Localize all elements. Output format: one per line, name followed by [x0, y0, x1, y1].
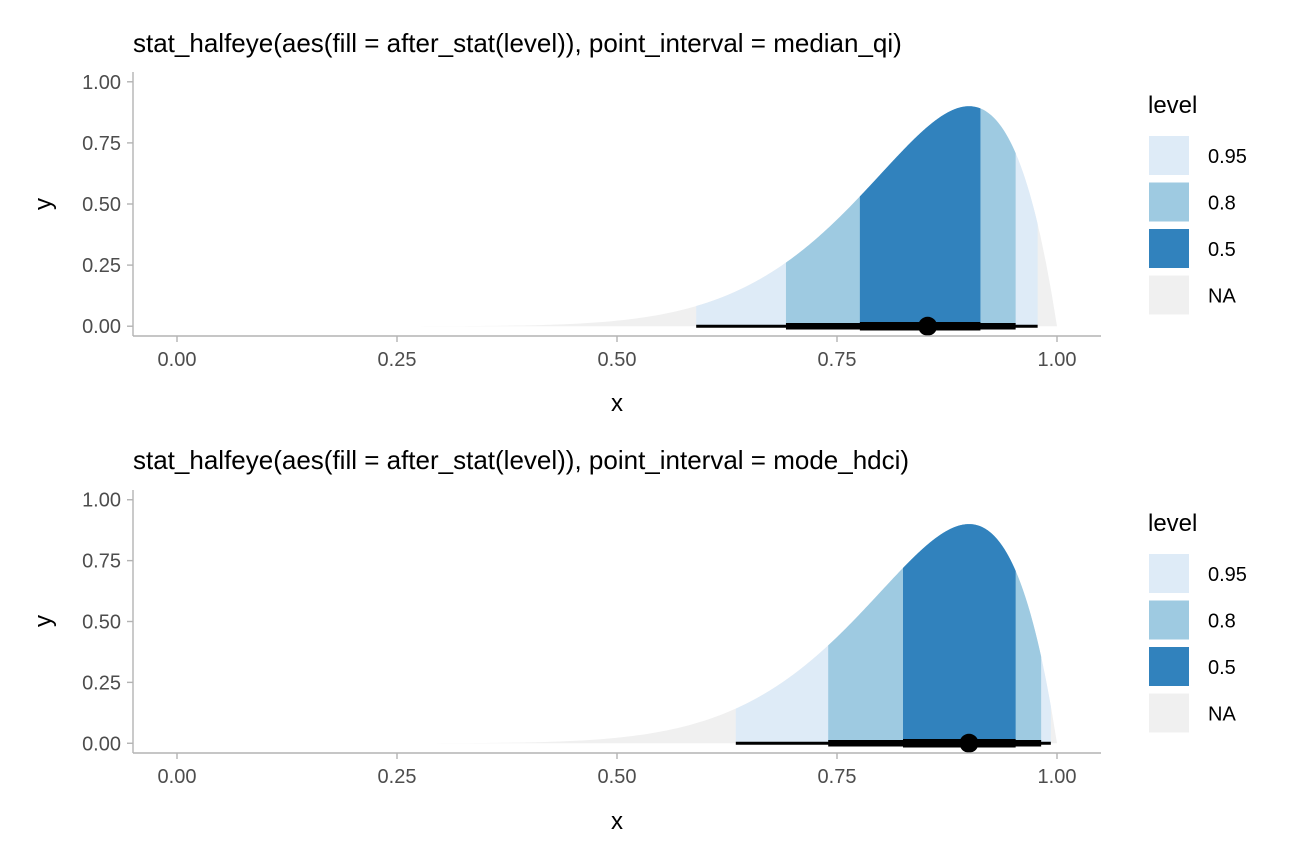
x-axis-ticks: 0.00 0.25 0.50 0.75 1.00: [158, 753, 1077, 788]
y-tick-label: 0.75: [82, 133, 121, 155]
legend-key: [1149, 182, 1189, 222]
point-mode: [959, 733, 979, 753]
legend-label: 0.5: [1208, 239, 1236, 261]
point-median: [918, 316, 938, 336]
x-tick-label: 0.75: [818, 349, 857, 371]
plot-area: [177, 106, 1057, 336]
legend: level 0.95 0.8 0.5 NA: [1148, 510, 1247, 733]
x-tick-label: 0.00: [158, 766, 197, 788]
y-axis-ticks: 0.00 0.25 0.50 0.75 1.00: [82, 72, 133, 338]
density-band-0-5: [859, 106, 981, 327]
plot-area: [177, 524, 1057, 753]
legend-label: 0.5: [1208, 657, 1236, 679]
x-tick-label: 0.25: [378, 766, 417, 788]
legend-key: [1149, 136, 1189, 175]
legend-title: level: [1148, 92, 1197, 119]
legend-key: [1149, 229, 1189, 268]
y-axis-title: y: [30, 615, 57, 627]
x-axis-title: x: [611, 390, 623, 417]
y-tick-label: 0.75: [82, 551, 121, 573]
legend-label: 0.95: [1208, 564, 1247, 586]
legend-key: [1149, 554, 1189, 593]
legend-key: [1149, 693, 1189, 733]
y-tick-label: 1.00: [82, 72, 121, 94]
legend-title: level: [1148, 510, 1197, 537]
y-tick-label: 0.50: [82, 612, 121, 634]
chart-panel-median-qi: stat_halfeye(aes(fill = after_stat(level…: [30, 28, 1247, 417]
legend-label: 0.8: [1208, 611, 1236, 633]
chart-title: stat_halfeye(aes(fill = after_stat(level…: [133, 28, 902, 58]
legend-key: [1149, 600, 1189, 640]
x-axis-title: x: [611, 808, 623, 835]
x-tick-label: 0.75: [818, 766, 857, 788]
legend-label: NA: [1208, 286, 1236, 308]
legend-items: 0.95 0.8 0.5 NA: [1149, 136, 1247, 315]
y-tick-label: 0.25: [82, 255, 121, 277]
legend-key: [1149, 275, 1189, 315]
x-tick-label: 1.00: [1038, 349, 1077, 371]
y-axis-title: y: [30, 198, 57, 210]
x-tick-label: 0.50: [598, 349, 637, 371]
x-axis-ticks: 0.00 0.25 0.50 0.75 1.00: [158, 336, 1077, 371]
chart-title: stat_halfeye(aes(fill = after_stat(level…: [133, 445, 909, 475]
y-tick-label: 1.00: [82, 490, 121, 512]
legend-key: [1149, 647, 1189, 686]
legend-label: 0.95: [1208, 146, 1247, 168]
y-tick-label: 0.50: [82, 194, 121, 216]
x-tick-label: 0.50: [598, 766, 637, 788]
y-tick-label: 0.00: [82, 316, 121, 338]
legend: level 0.95 0.8 0.5 NA: [1148, 92, 1247, 315]
chart-panel-mode-hdci: stat_halfeye(aes(fill = after_stat(level…: [30, 445, 1247, 835]
legend-label: NA: [1208, 704, 1236, 726]
y-tick-label: 0.25: [82, 672, 121, 694]
density-band-0-5: [903, 524, 1016, 744]
x-tick-label: 0.00: [158, 349, 197, 371]
legend-items: 0.95 0.8 0.5 NA: [1149, 554, 1247, 733]
x-tick-label: 1.00: [1038, 766, 1077, 788]
x-tick-label: 0.25: [378, 349, 417, 371]
legend-label: 0.8: [1208, 193, 1236, 215]
y-tick-label: 0.00: [82, 733, 121, 755]
y-axis-ticks: 0.00 0.25 0.50 0.75 1.00: [82, 490, 133, 755]
